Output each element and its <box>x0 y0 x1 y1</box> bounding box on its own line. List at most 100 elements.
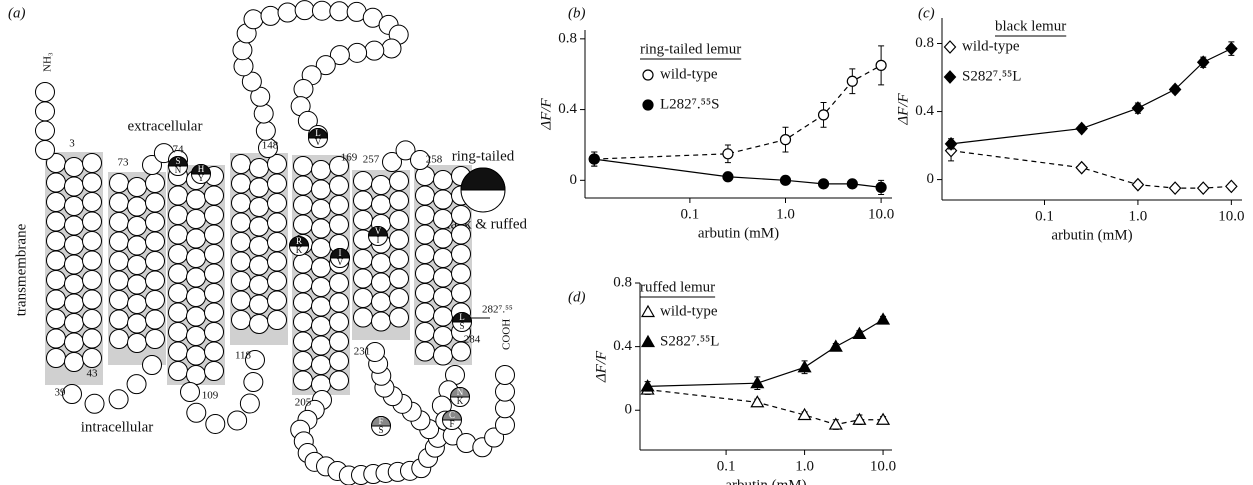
residue-number: 205 <box>295 397 312 409</box>
marker <box>876 60 886 70</box>
residue <box>232 233 251 252</box>
y-axis-label: ΔF/F <box>593 350 609 383</box>
y-axis-label: ΔF/F <box>895 93 911 126</box>
x-axis-label: arbutin (mM) <box>698 225 779 241</box>
residue <box>390 269 409 288</box>
residue <box>205 225 224 244</box>
residue <box>205 362 224 381</box>
residue <box>294 313 313 332</box>
legend-label: wild-type <box>962 38 1020 54</box>
marker <box>589 154 599 164</box>
residue <box>232 213 251 232</box>
residue <box>312 200 331 219</box>
residue <box>146 193 165 212</box>
residue <box>65 275 84 294</box>
residue <box>390 211 409 230</box>
residue <box>268 311 287 330</box>
residue <box>205 264 224 283</box>
residue <box>268 213 287 232</box>
residue <box>250 159 269 178</box>
residue <box>128 334 147 353</box>
n-terminus: NH₃ <box>42 52 54 72</box>
x-axis-label: arbutin (mM) <box>725 477 806 485</box>
residue <box>434 171 453 190</box>
series-line <box>951 49 1231 144</box>
residue-number: 43 <box>87 368 99 380</box>
legend-top: ring-tailed <box>452 148 515 164</box>
residue <box>354 289 373 308</box>
residue <box>47 290 66 309</box>
residue <box>128 197 147 216</box>
residue <box>416 264 435 283</box>
residue-number: 169 <box>341 152 358 164</box>
residue <box>416 186 435 205</box>
series-line <box>951 151 1231 188</box>
residue <box>205 186 224 205</box>
residue <box>110 174 129 193</box>
residue <box>205 323 224 342</box>
chart-title: black lemur <box>995 18 1066 34</box>
residue <box>232 174 251 193</box>
residue <box>354 250 373 269</box>
residue <box>169 225 188 244</box>
residue <box>268 174 287 193</box>
residue <box>36 102 55 121</box>
residue <box>452 284 471 303</box>
legend-label: wild-type <box>660 303 718 319</box>
residue <box>434 249 453 268</box>
residue <box>187 229 206 248</box>
residue <box>348 43 367 62</box>
residue <box>294 80 313 99</box>
residue <box>47 232 66 251</box>
residue <box>187 366 206 385</box>
legend-label: S282⁷.⁵⁵L <box>962 68 1021 84</box>
residue-bottom: V <box>337 257 344 267</box>
residue <box>169 206 188 225</box>
residue <box>187 249 206 268</box>
y-tick-label: 0.4 <box>613 338 632 354</box>
legend-marker <box>642 336 654 347</box>
residue <box>127 375 146 394</box>
residue <box>146 310 165 329</box>
residue <box>83 310 102 329</box>
marker <box>830 419 842 430</box>
residue <box>244 373 263 392</box>
residue <box>110 330 129 349</box>
marker <box>780 135 790 145</box>
residue-bottom: K <box>296 245 303 255</box>
residue <box>110 252 129 271</box>
y-tick-label: 0.8 <box>558 30 577 46</box>
y-tick-label: 0.8 <box>613 274 632 290</box>
legend-marker <box>643 100 653 110</box>
residue <box>312 1 331 20</box>
marker <box>1132 179 1143 191</box>
residue <box>110 291 129 310</box>
residue <box>294 196 313 215</box>
residue <box>47 251 66 270</box>
marker <box>847 179 857 189</box>
residue <box>232 194 251 213</box>
residue <box>169 323 188 342</box>
panel-label: (b) <box>568 5 586 21</box>
legend-label: L282⁷.⁵⁵S <box>660 96 719 112</box>
residue <box>330 313 349 332</box>
residue <box>110 213 129 232</box>
residue <box>65 158 84 177</box>
residue <box>36 141 55 160</box>
residue <box>330 352 349 371</box>
marker <box>819 179 829 189</box>
residue <box>250 295 269 314</box>
residue <box>354 211 373 230</box>
marker <box>1226 43 1237 55</box>
marker <box>877 414 889 425</box>
residue-number: 73 <box>118 157 130 169</box>
residue-bottom: S <box>459 321 464 331</box>
series-line <box>648 320 883 387</box>
residue <box>330 196 349 215</box>
residue <box>294 332 313 351</box>
residue <box>83 173 102 192</box>
residue <box>169 186 188 205</box>
residue <box>65 314 84 333</box>
panel-label: (d) <box>568 289 586 305</box>
residue <box>390 289 409 308</box>
